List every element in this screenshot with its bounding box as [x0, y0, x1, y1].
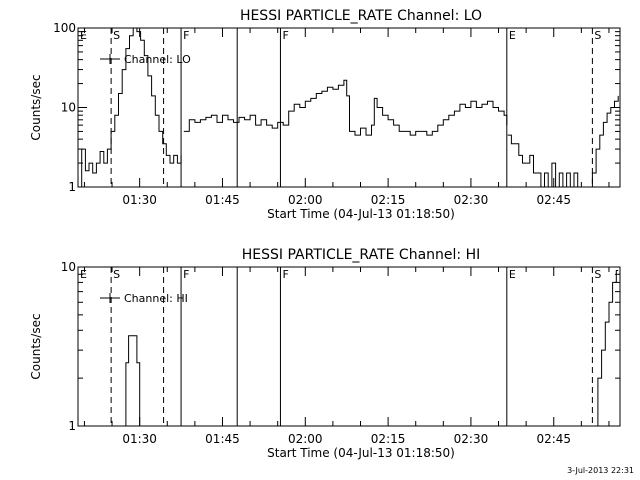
y-axis-label: Counts/sec — [29, 313, 43, 379]
y-tick-label: 10 — [61, 260, 76, 274]
x-tick-label: 02:00 — [288, 193, 323, 207]
legend-label: Channel: HI — [124, 292, 188, 305]
x-tick-label: 02:45 — [536, 432, 571, 446]
series-line — [507, 95, 619, 188]
x-tick-label: 01:30 — [122, 432, 157, 446]
y-tick-label: 1 — [68, 419, 76, 433]
series-line — [183, 79, 508, 136]
event-marker-label: S — [594, 29, 601, 42]
x-tick-label: 01:30 — [122, 193, 157, 207]
event-marker-label: F — [282, 268, 288, 281]
x-tick-label: 02:15 — [371, 432, 406, 446]
series-line — [594, 270, 619, 427]
y-tick-label: 100 — [53, 21, 76, 35]
event-marker-label: S — [113, 29, 120, 42]
y-tick-label: 1 — [68, 180, 76, 194]
series-line — [78, 27, 182, 188]
event-marker-label: E — [509, 268, 516, 281]
y-tick-label: 10 — [61, 101, 76, 115]
event-marker-label: E — [80, 29, 87, 42]
event-marker-label: E — [509, 29, 516, 42]
x-tick-label: 02:45 — [536, 193, 571, 207]
x-tick-label: 01:45 — [205, 193, 240, 207]
print-timestamp: 3-Jul-2013 22:31 — [567, 466, 634, 475]
event-marker-label: S — [594, 268, 601, 281]
x-axis-label: Start Time (04-Jul-13 01:18:50) — [267, 446, 455, 460]
x-tick-label: 02:30 — [454, 193, 489, 207]
chart-panel-1: HESSI PARTICLE_RATE Channel: LO Counts/se… — [29, 8, 621, 221]
y-axis-label: Counts/sec — [29, 74, 43, 140]
x-tick-label: 02:00 — [288, 432, 323, 446]
event-marker-label: F — [282, 29, 288, 42]
event-marker-label: E — [80, 268, 87, 281]
legend-label: Channel: LO — [124, 53, 191, 66]
event-marker-label: S — [113, 268, 120, 281]
event-marker-label: F — [183, 29, 189, 42]
x-tick-label: 02:15 — [371, 193, 406, 207]
plot-frame — [77, 266, 621, 427]
x-tick-label: 01:45 — [205, 432, 240, 446]
chart-panel-2: HESSI PARTICLE_RATE Channel: HI Counts/se… — [29, 247, 621, 460]
x-tick-label: 02:30 — [454, 432, 489, 446]
series-line — [122, 335, 141, 427]
x-axis-label: Start Time (04-Jul-13 01:18:50) — [267, 207, 455, 221]
chart-title: HESSI PARTICLE_RATE Channel: HI — [242, 247, 480, 263]
chart-title: HESSI PARTICLE_RATE Channel: LO — [240, 8, 482, 24]
event-marker-label: F — [183, 268, 189, 281]
